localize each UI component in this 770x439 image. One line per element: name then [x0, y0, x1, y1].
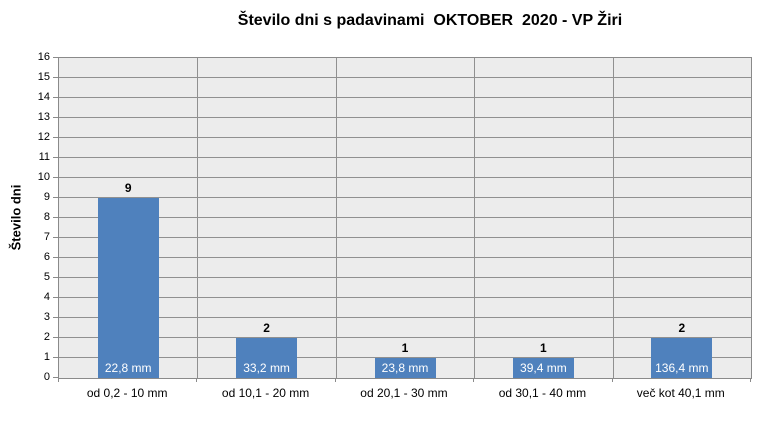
y-tick — [53, 257, 58, 258]
x-tick — [58, 378, 59, 382]
y-tick-label: 5 — [43, 271, 50, 283]
x-tick — [473, 378, 475, 382]
gridline — [59, 257, 751, 258]
gridline — [59, 217, 751, 218]
y-tick-label: 7 — [43, 231, 50, 243]
y-tick-label: 16 — [37, 51, 50, 63]
bar: 33,2 mm — [236, 338, 298, 378]
category-separator — [612, 58, 614, 378]
gridline — [59, 197, 751, 198]
bar-data-label: 39,4 mm — [520, 361, 567, 375]
bar: 39,4 mm — [512, 358, 574, 378]
y-tick — [53, 117, 58, 118]
y-tick — [53, 217, 58, 218]
y-tick-label: 9 — [43, 191, 50, 203]
category-separator — [197, 58, 199, 378]
y-tick-label: 14 — [37, 91, 50, 103]
gridline — [59, 237, 751, 238]
y-tick-label: 3 — [43, 311, 50, 323]
x-category-label: od 30,1 - 40 mm — [498, 386, 587, 400]
gridline — [59, 277, 751, 278]
x-category-label: od 20,1 - 30 mm — [360, 386, 448, 400]
bar-value-label: 2 — [263, 321, 270, 335]
x-tick — [750, 378, 751, 382]
bar: 22,8 mm — [97, 198, 159, 378]
y-tick — [53, 197, 58, 198]
bar: 23,8 mm — [374, 358, 436, 378]
y-tick — [53, 57, 58, 58]
gridline — [59, 297, 751, 298]
x-category-label: od 0,2 - 10 mm — [86, 386, 168, 400]
y-tick — [53, 357, 58, 358]
gridline — [59, 97, 751, 98]
y-tick — [53, 297, 58, 298]
x-category-label: več kot 40,1 mm — [636, 386, 725, 400]
bar-data-label: 33,2 mm — [243, 361, 290, 375]
x-tick — [611, 378, 613, 382]
y-tick — [53, 97, 58, 98]
category-separator — [474, 58, 476, 378]
gridline — [59, 357, 751, 358]
gridline — [59, 117, 751, 118]
bar: 136,4 mm — [651, 338, 713, 378]
category-separator — [335, 58, 337, 378]
gridline — [59, 137, 751, 138]
bar-data-label: 23,8 mm — [381, 361, 429, 375]
gridline — [59, 77, 751, 78]
bar-value-label: 1 — [401, 341, 409, 355]
bar-value-label: 1 — [540, 341, 547, 355]
y-tick-label: 11 — [38, 151, 50, 163]
y-tick-label: 8 — [43, 211, 50, 223]
y-tick — [53, 277, 58, 278]
y-tick-label: 10 — [37, 171, 50, 183]
y-tick-label: 12 — [37, 131, 50, 143]
y-tick-label: 15 — [37, 71, 50, 83]
y-tick — [53, 77, 58, 78]
y-tick-label: 13 — [37, 111, 50, 123]
y-tick — [53, 317, 58, 318]
y-tick-label: 2 — [43, 331, 50, 343]
y-tick-label: 4 — [43, 291, 50, 303]
y-tick — [53, 337, 58, 338]
y-tick-label: 6 — [43, 251, 50, 263]
bar-data-label: 22,8 mm — [104, 361, 152, 375]
plot-area: 22,8 mm 9 33,2 mm 2 23,8 mm 1 39,4 mm 1 136,4 mm… — [58, 57, 752, 379]
chart-title: Število dni s padavinami OKTOBER 2020 - … — [237, 12, 623, 29]
bar-value-label: 9 — [124, 181, 132, 195]
y-tick — [53, 237, 58, 238]
x-tick — [196, 378, 198, 382]
gridline — [59, 177, 751, 178]
y-tick — [53, 377, 58, 378]
bar-data-label: 136,4 mm — [655, 361, 709, 375]
y-tick — [53, 157, 58, 158]
gridline — [59, 317, 751, 318]
y-tick — [53, 177, 58, 178]
gridline — [59, 157, 751, 158]
y-tick — [53, 137, 58, 138]
x-category-label: od 10,1 - 20 mm — [221, 386, 310, 400]
gridline — [59, 337, 751, 338]
y-tick-label: 0 — [43, 371, 50, 383]
bar-value-label: 2 — [678, 321, 686, 335]
x-tick — [334, 378, 336, 382]
y-tick-label: 1 — [43, 351, 50, 363]
